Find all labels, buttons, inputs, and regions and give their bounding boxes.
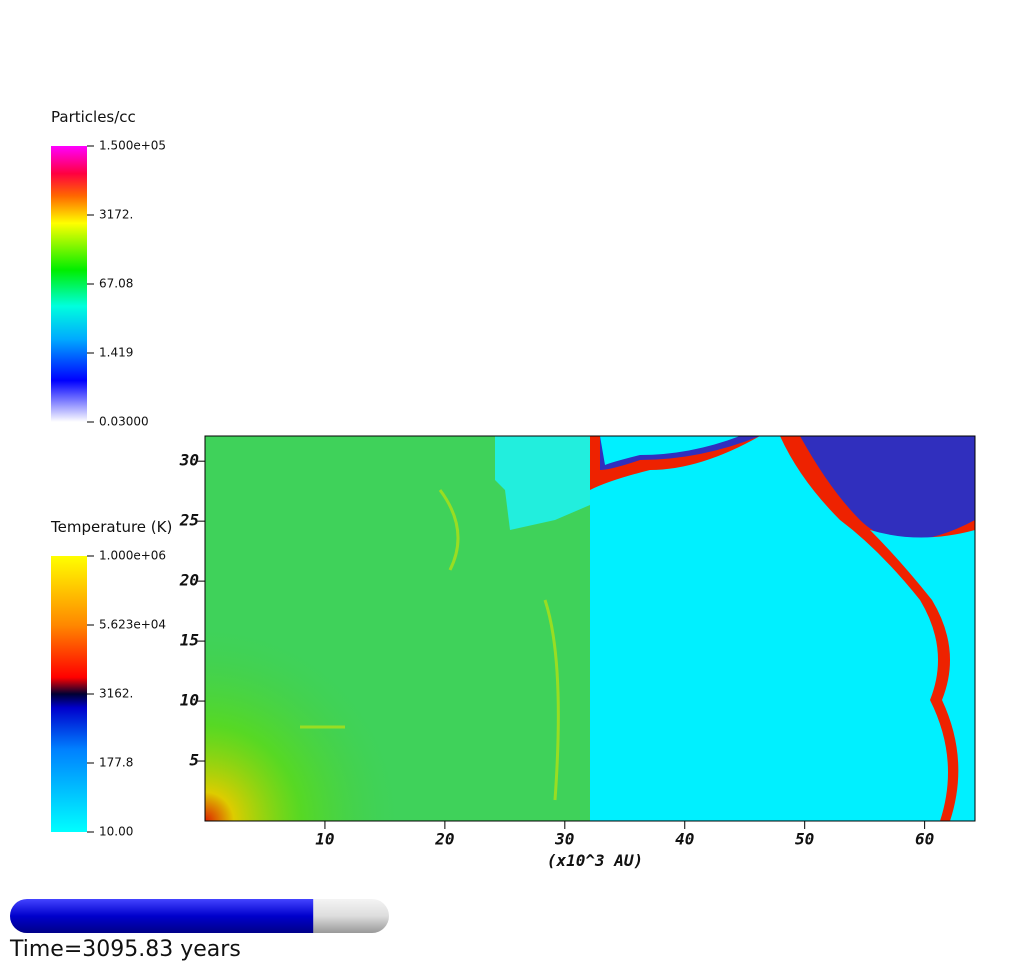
temperature-cold-knots: [600, 436, 975, 540]
colorbar-label: 3162.: [99, 687, 133, 701]
x-tick-label: 40: [675, 830, 694, 849]
x-tick-label: 50: [795, 830, 814, 849]
x-tick-label: 60: [915, 830, 934, 849]
colorbar-density: [51, 146, 87, 422]
progress-bar: [10, 899, 389, 933]
plot-frame: [204, 435, 976, 822]
y-tick-label: 25: [179, 511, 199, 530]
colorbar-title: Temperature (K): [50, 518, 172, 536]
colorbar-label: 5.623e+04: [99, 618, 166, 632]
x-tick-label: 30: [554, 830, 574, 849]
progress-fill: [10, 899, 314, 933]
y-tick-label: 5: [189, 751, 199, 770]
colorbar-label: 10.00: [99, 825, 133, 839]
colorbar-label: 3172.: [99, 208, 133, 222]
x-tick-label: 10: [315, 830, 334, 849]
colorbar-label: 67.08: [99, 277, 133, 291]
x-axis-label: (x10^3 AU): [547, 851, 643, 870]
y-tick-label: 10: [180, 691, 199, 710]
time-label: Time=3095.83 years: [9, 937, 241, 962]
density-void: [495, 436, 590, 530]
colorbar-label: 1.000e+06: [99, 549, 166, 563]
colorbar-label: 1.419: [99, 346, 133, 360]
y-tick-label: 20: [179, 571, 199, 590]
density-shocks: [300, 489, 560, 801]
y-tick-label: 15: [180, 631, 199, 650]
colorbar-label: 177.8: [99, 756, 133, 770]
y-tick-label: 30: [179, 451, 199, 470]
colorbar-label: 0.03000: [99, 415, 149, 429]
x-tick-label: 20: [434, 830, 454, 849]
colorbar-title: Particles/cc: [51, 108, 136, 126]
colorbar-label: 1.500e+05: [99, 139, 166, 153]
field-image: [205, 436, 975, 821]
colorbar-temperature: [51, 556, 87, 832]
